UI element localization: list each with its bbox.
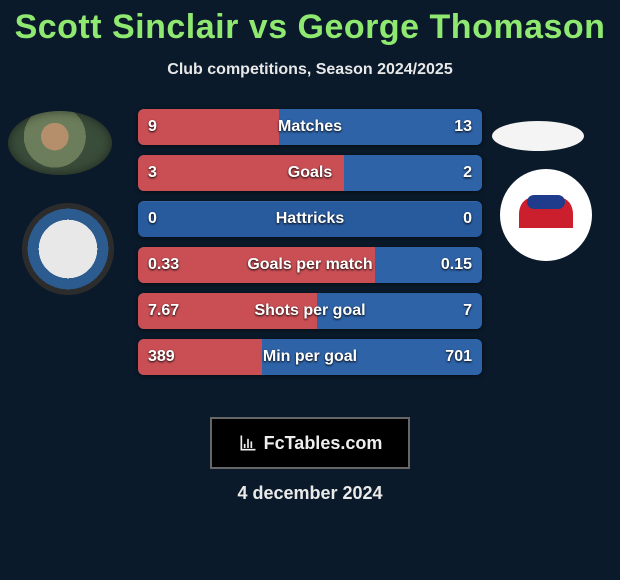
stat-value-left: 7.67: [138, 293, 189, 329]
date-footer: 4 december 2024: [0, 483, 620, 504]
subtitle: Club competitions, Season 2024/2025: [0, 61, 620, 79]
site-badge: FcTables.com: [210, 417, 410, 469]
stat-value-right: 0.15: [431, 247, 482, 283]
player-left-photo: [8, 111, 112, 175]
stat-value-left: 0: [138, 201, 167, 237]
stat-bar-left-seg: [138, 155, 344, 191]
stat-bars: Matches913Goals32Hattricks00Goals per ma…: [138, 109, 482, 375]
stat-value-right: 701: [435, 339, 482, 375]
chart-icon: [238, 433, 258, 453]
stat-value-right: 2: [453, 155, 482, 191]
stat-bar: Matches913: [138, 109, 482, 145]
stat-bar: Min per goal389701: [138, 339, 482, 375]
stat-bar: Shots per goal7.677: [138, 293, 482, 329]
club-badge-left: [22, 203, 114, 295]
stat-value-left: 9: [138, 109, 167, 145]
stat-bar: Goals32: [138, 155, 482, 191]
club-badge-right: [500, 169, 592, 261]
stat-bar: Hattricks0 0: [138, 201, 482, 237]
stat-value-left: 389: [138, 339, 185, 375]
stat-bar-label: Hattricks: [138, 201, 482, 237]
stat-value-left: 0.33: [138, 247, 189, 283]
site-label: FcTables.com: [264, 433, 383, 454]
stat-value-left: 3: [138, 155, 167, 191]
page-title: Scott Sinclair vs George Thomason: [0, 0, 620, 47]
stat-value-right: 0: [453, 201, 482, 237]
comparison-stage: Matches913Goals32Hattricks00Goals per ma…: [0, 109, 620, 409]
stat-bar: Goals per match0.330.15: [138, 247, 482, 283]
stat-value-right: 7: [453, 293, 482, 329]
player-right-photo: [492, 121, 584, 151]
stat-value-right: 13: [444, 109, 482, 145]
